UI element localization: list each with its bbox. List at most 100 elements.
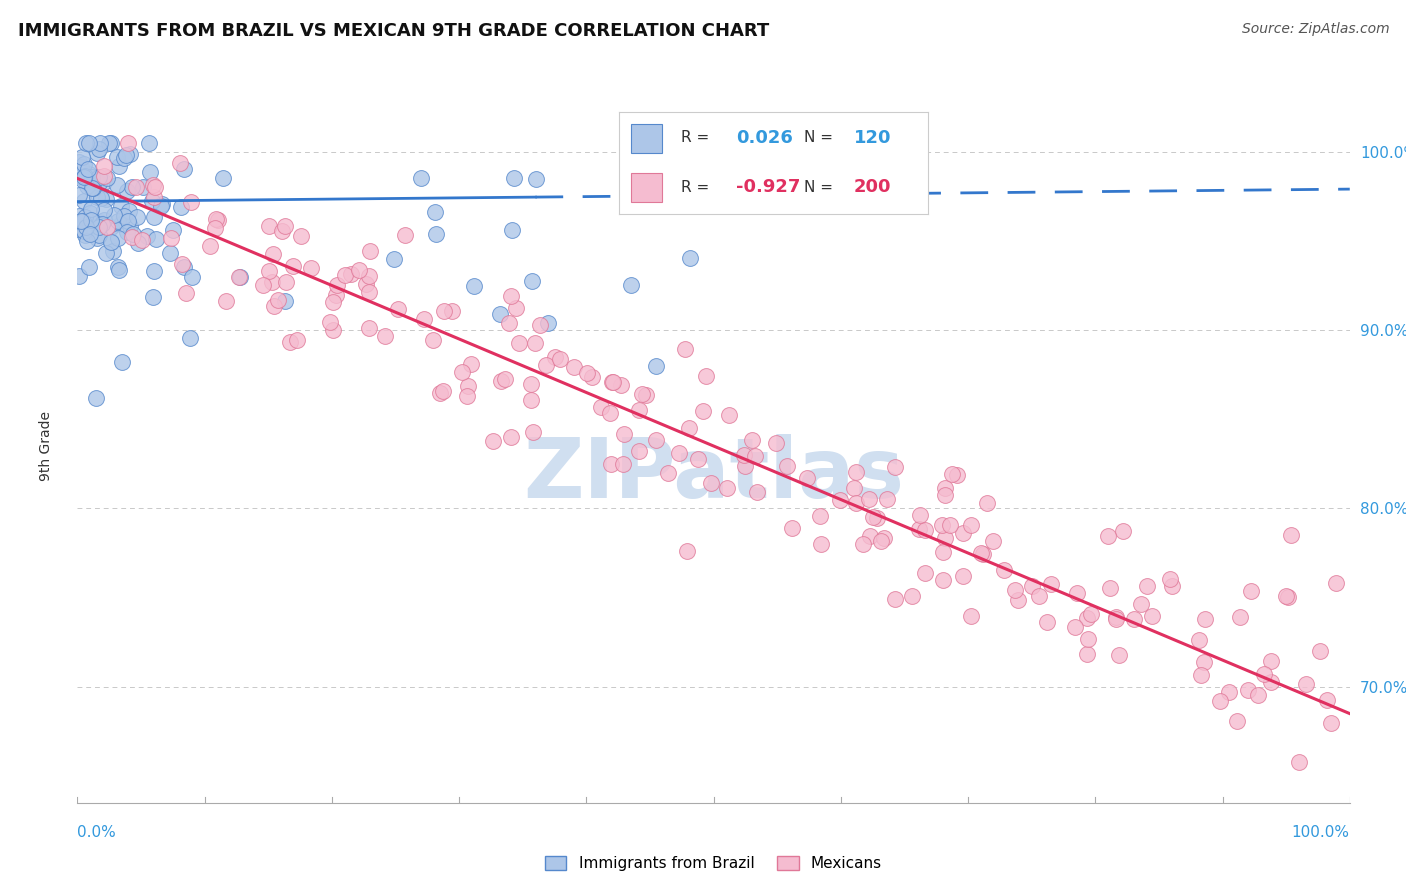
Point bbox=[1209, 694, 1232, 708]
Point bbox=[67, 187, 90, 202]
Point bbox=[1295, 676, 1317, 690]
Point bbox=[299, 260, 322, 275]
Point bbox=[131, 234, 153, 248]
Point bbox=[411, 171, 433, 186]
Point bbox=[1028, 589, 1050, 603]
Text: 120: 120 bbox=[853, 128, 891, 146]
Point bbox=[613, 426, 636, 441]
Point bbox=[121, 230, 143, 244]
Point bbox=[70, 150, 93, 164]
Point bbox=[112, 151, 135, 165]
Point bbox=[1218, 684, 1240, 698]
Point bbox=[72, 224, 94, 238]
Point bbox=[1288, 755, 1310, 769]
Point bbox=[1104, 610, 1126, 624]
Point bbox=[73, 194, 96, 208]
Point bbox=[79, 167, 101, 181]
Point bbox=[359, 269, 381, 284]
Point bbox=[581, 370, 603, 384]
Point bbox=[901, 589, 924, 603]
Point bbox=[678, 421, 700, 435]
Point bbox=[260, 276, 283, 290]
Point bbox=[1277, 591, 1299, 605]
Point bbox=[733, 448, 755, 462]
Point bbox=[1319, 715, 1341, 730]
Point bbox=[529, 318, 551, 332]
Point bbox=[100, 220, 122, 235]
Text: N =: N = bbox=[804, 130, 838, 145]
Point bbox=[796, 471, 818, 485]
Point bbox=[960, 609, 983, 624]
Point bbox=[136, 228, 159, 243]
Point bbox=[96, 171, 118, 186]
Point bbox=[522, 425, 544, 440]
Point bbox=[79, 206, 101, 220]
Point bbox=[93, 159, 115, 173]
Point bbox=[482, 434, 505, 448]
Point bbox=[94, 192, 117, 206]
Point bbox=[620, 278, 643, 293]
Point bbox=[170, 200, 193, 214]
Point bbox=[523, 336, 546, 351]
Point bbox=[110, 199, 132, 213]
Point bbox=[931, 545, 953, 559]
Point bbox=[432, 384, 454, 399]
Point bbox=[67, 268, 90, 283]
Text: 200: 200 bbox=[853, 178, 891, 196]
Point bbox=[84, 172, 107, 186]
Point bbox=[322, 294, 344, 309]
Point bbox=[252, 278, 274, 293]
Point bbox=[741, 433, 763, 447]
Point bbox=[1097, 529, 1119, 543]
Point bbox=[679, 251, 702, 265]
Point bbox=[387, 301, 409, 316]
Point bbox=[425, 227, 447, 241]
Point bbox=[107, 214, 129, 228]
Point bbox=[150, 199, 173, 213]
Point bbox=[1160, 579, 1182, 593]
Point bbox=[142, 290, 165, 304]
Point bbox=[70, 213, 93, 227]
Point bbox=[87, 227, 110, 242]
Point bbox=[695, 369, 717, 384]
Point bbox=[627, 402, 650, 417]
Point bbox=[1066, 585, 1088, 599]
Point bbox=[86, 391, 108, 405]
Point bbox=[93, 169, 115, 183]
Point bbox=[274, 219, 297, 234]
Point bbox=[207, 213, 229, 227]
Point bbox=[959, 517, 981, 532]
Point bbox=[173, 260, 195, 274]
Point bbox=[280, 334, 302, 349]
Point bbox=[80, 202, 103, 217]
Point bbox=[325, 277, 347, 292]
Point bbox=[501, 223, 523, 237]
Text: IMMIGRANTS FROM BRAZIL VS MEXICAN 9TH GRADE CORRELATION CHART: IMMIGRANTS FROM BRAZIL VS MEXICAN 9TH GR… bbox=[18, 22, 769, 40]
Point bbox=[1309, 644, 1331, 658]
Point bbox=[939, 518, 962, 533]
Point bbox=[844, 481, 866, 495]
Point bbox=[110, 217, 132, 231]
Point bbox=[952, 569, 974, 583]
Point bbox=[356, 277, 378, 292]
Point bbox=[413, 312, 436, 326]
Point bbox=[107, 159, 129, 173]
Point bbox=[228, 269, 250, 284]
Point bbox=[322, 323, 344, 337]
Point bbox=[548, 352, 571, 367]
Point bbox=[82, 169, 104, 184]
Point bbox=[76, 178, 98, 193]
Point bbox=[562, 359, 585, 374]
Point bbox=[451, 365, 474, 379]
Point bbox=[176, 286, 198, 301]
Point bbox=[676, 543, 699, 558]
Point bbox=[96, 219, 118, 234]
Point bbox=[981, 534, 1004, 549]
Point bbox=[274, 294, 297, 309]
Point bbox=[765, 435, 787, 450]
Point bbox=[429, 386, 451, 401]
Point bbox=[508, 336, 530, 351]
Point bbox=[77, 221, 100, 235]
Point bbox=[505, 301, 527, 315]
Point bbox=[1130, 598, 1153, 612]
